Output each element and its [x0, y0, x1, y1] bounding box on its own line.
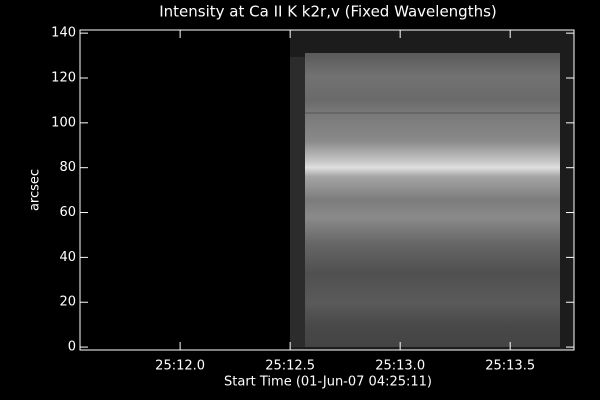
- y-tick-label: 140: [51, 26, 76, 41]
- intensity-image: [305, 53, 560, 347]
- y-tick-label: 0: [68, 340, 76, 355]
- y-tick-label: 120: [51, 70, 76, 85]
- x-tick-label: 25:12.5: [265, 359, 315, 374]
- y-tick-label: 60: [59, 205, 76, 220]
- x-tick-label: 25:12.0: [155, 359, 205, 374]
- chart-title: Intensity at Ca II K k2r,v (Fixed Wavele…: [159, 3, 497, 21]
- plot-frame: [79, 29, 575, 351]
- y-tick-label: 80: [59, 160, 76, 175]
- y-axis-label: arcsec: [28, 169, 43, 211]
- y-tick-label: 40: [59, 250, 76, 265]
- x-tick-label: 25:13.0: [375, 359, 425, 374]
- x-axis-label: Start Time (01-Jun-07 04:25:11): [224, 375, 432, 390]
- image-edge: [290, 57, 305, 347]
- x-tick-label: 25:13.5: [485, 359, 535, 374]
- y-tick-label: 20: [59, 295, 76, 310]
- y-tick-label: 100: [51, 115, 76, 130]
